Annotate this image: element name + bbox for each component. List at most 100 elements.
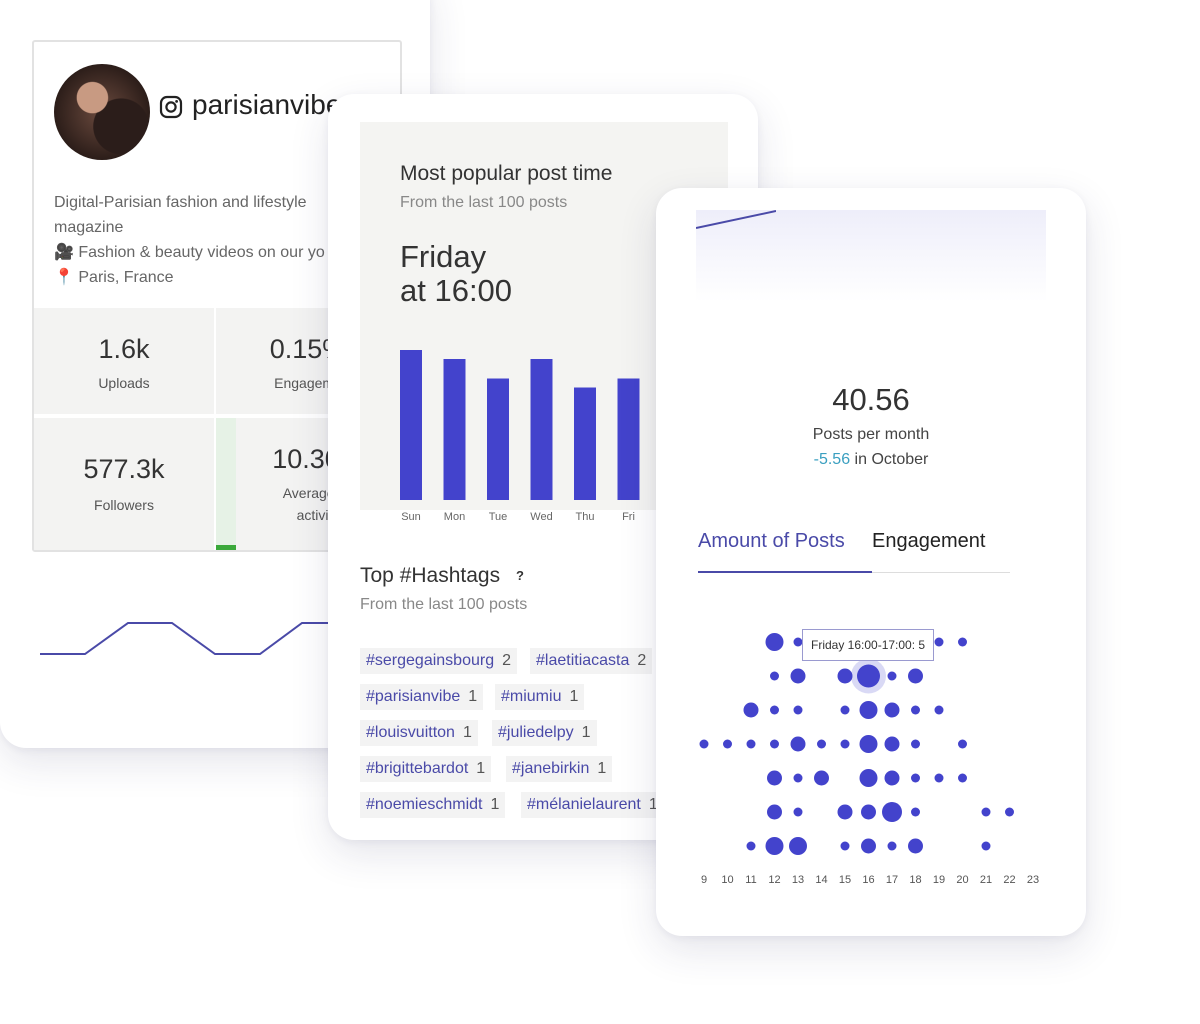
bar-fri[interactable] [617,378,640,501]
heatmap-bubble[interactable] [908,838,923,854]
heatmap-bubble[interactable] [857,664,880,688]
heatmap-bubble[interactable] [793,773,803,783]
hashtag-chip[interactable]: #juliedelpy 1 [492,720,597,746]
heatmap-bubble[interactable] [861,838,876,854]
hashtag-chip[interactable]: #sergegainsbourg 2 [360,648,517,674]
bar-tick-label: Fri [622,511,635,523]
avatar[interactable] [54,64,150,160]
heatmap-bubble[interactable] [859,769,878,787]
heatmap-bubble[interactable] [765,837,784,855]
heatmap-bubble[interactable] [840,841,850,851]
heatmap-bubble[interactable] [911,807,920,817]
heatmap-bubble[interactable] [911,773,920,783]
heatmap-bubble[interactable] [882,802,902,822]
heatmap-bubble[interactable] [793,705,803,715]
heatmap-bubble[interactable] [887,841,897,851]
bar-thu[interactable] [574,387,596,501]
bar-sun[interactable] [400,350,422,500]
heatmap-bubble[interactable] [958,637,967,647]
heatmap-tick-label: 17 [886,874,898,886]
hashtag-count: 1 [648,796,658,813]
heatmap-bubble[interactable] [770,739,779,749]
heatmap-bubble[interactable] [884,770,900,786]
hashtag-tag: #miumiu [501,688,562,705]
heatmap-tick-label: 23 [1027,874,1039,886]
heatmap-bubble[interactable] [743,702,759,718]
heatmap-bubble[interactable] [840,739,850,749]
change-value: -5.56 [813,451,851,468]
bar-tue[interactable] [487,378,509,501]
stat-label: Uploads [98,375,150,391]
heatmap-bubble[interactable] [767,770,782,786]
heatmap-bubble[interactable] [911,705,920,715]
chart-tabs: Amount of Posts Engagement [698,530,1010,573]
heatmap-bubble[interactable] [934,773,944,783]
heatmap-bubble[interactable] [699,739,709,749]
heatmap-bubble[interactable] [837,804,853,820]
heatmap-bubble[interactable] [958,739,967,749]
heatmap-bubble[interactable] [884,702,900,718]
heatmap-bubble[interactable] [934,705,944,715]
heatmap-bubble[interactable] [793,807,803,817]
heatmap-bubble[interactable] [746,841,756,851]
hashtag-count: 2 [637,652,647,669]
hashtag-chip[interactable]: #mélanielaurent 1 [521,792,664,818]
hashtag-count: 1 [462,724,472,741]
hashtag-count: 1 [490,796,500,813]
heatmap-bubble[interactable] [840,705,850,715]
heatmap-bubble[interactable] [767,804,782,820]
heatmap-bubble[interactable] [911,739,920,749]
heatmap-bubble[interactable] [770,671,779,681]
heatmap-tick-label: 13 [792,874,804,886]
bar-mon[interactable] [443,359,466,500]
heatmap-bubble[interactable] [817,739,826,749]
hashtag-row: #parisianvibe 1 #miumiu 1 [360,684,758,720]
heatmap-bubble[interactable] [790,668,806,684]
bar-wed[interactable] [530,359,553,500]
hashtag-row: #louisvuitton 1 #juliedelpy 1 [360,720,758,756]
tab-engagement[interactable]: Engagement [872,530,986,552]
heatmap-bubble[interactable] [1005,807,1014,817]
tab-amount-of-posts[interactable]: Amount of Posts [698,530,845,552]
heatmap-bubble[interactable] [765,633,784,651]
hashtag-chip[interactable]: #parisianvibe 1 [360,684,484,710]
heatmap-bubble[interactable] [746,739,756,749]
heatmap-tooltip: Friday 16:00-17:00: 5 [802,629,935,661]
heatmap-tick-label: 14 [815,874,827,886]
heatmap-bubble[interactable] [981,841,991,851]
heatmap-bubble[interactable] [859,701,878,719]
heatmap-tick-label: 10 [721,874,733,886]
hashtag-chip[interactable]: #brigittebardot 1 [360,756,492,782]
hashtag-chip[interactable]: #louisvuitton 1 [360,720,478,746]
heatmap-tick-label: 12 [768,874,780,886]
heatmap-bubble[interactable] [958,773,967,783]
heatmap-bubble[interactable] [884,736,900,752]
heatmap-bubble[interactable] [887,671,897,681]
hashtag-chip[interactable]: #janebirkin 1 [506,756,613,782]
heatmap-bubble[interactable] [837,668,853,684]
hashtags-help-icon[interactable]: ? [516,568,524,583]
heatmap-bubble[interactable] [861,804,876,820]
active-tab-indicator [698,571,872,573]
heatmap-tick-label: 19 [933,874,945,886]
heatmap-bubble[interactable] [790,736,806,752]
heatmap-bubble[interactable] [859,735,878,753]
hashtag-chip[interactable]: #laetitiacasta 2 [530,648,653,674]
profile-username[interactable]: parisianvibe [192,89,342,120]
hashtag-count: 1 [569,688,579,705]
heatmap-bubble[interactable] [908,668,923,684]
post-time-card: Most popular post time From the last 100… [328,94,758,840]
heatmap-bubble[interactable] [789,837,807,855]
heatmap-bubble[interactable] [770,705,779,715]
hashtag-tag: #laetitiacasta [536,652,630,669]
heatmap-bubble[interactable] [814,770,829,786]
heatmap-bubble[interactable] [793,637,803,647]
heatmap-bubble[interactable] [934,637,944,647]
hashtag-count: 1 [468,688,478,705]
heatmap-tick-label: 18 [909,874,921,886]
bar-tick-label: Wed [530,511,552,523]
heatmap-bubble[interactable] [981,807,991,817]
hashtag-chip[interactable]: #miumiu 1 [495,684,585,710]
hashtag-chip[interactable]: #noemieschmidt 1 [360,792,506,818]
heatmap-bubble[interactable] [723,739,732,749]
